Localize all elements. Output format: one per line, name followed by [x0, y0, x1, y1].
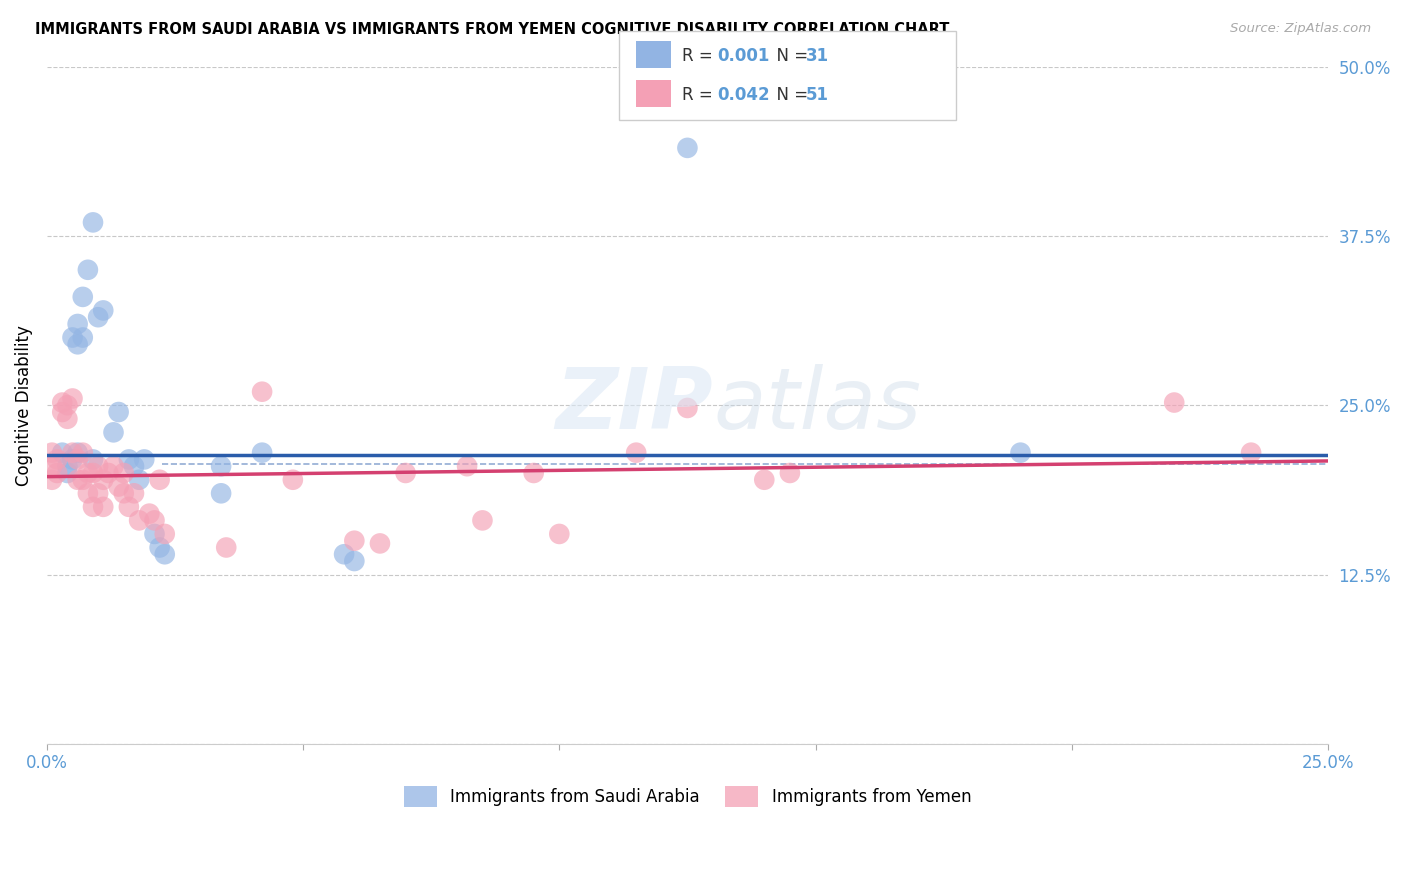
Point [77, 486, 100, 500]
Point [112, 466, 135, 480]
Point [82, 452, 104, 467]
Point [82, 215, 104, 229]
Point [66, 473, 89, 487]
Text: R =: R = [682, 47, 718, 65]
Point [1163, 395, 1185, 409]
Point [153, 547, 176, 561]
Point [66, 337, 89, 351]
Point [72, 330, 94, 344]
Text: 0.001: 0.001 [717, 47, 769, 65]
Point [138, 507, 160, 521]
Point [128, 513, 150, 527]
Text: Source: ZipAtlas.com: Source: ZipAtlas.com [1230, 22, 1371, 36]
Point [41, 459, 63, 474]
Point [107, 405, 129, 419]
Point [66, 445, 89, 459]
Point [82, 466, 104, 480]
Point [128, 473, 150, 487]
Point [143, 513, 166, 527]
Point [62, 445, 84, 459]
Text: 51: 51 [806, 87, 828, 104]
Point [250, 445, 273, 459]
Point [91, 500, 114, 514]
Point [56, 466, 79, 480]
Point [548, 527, 571, 541]
Point [281, 473, 304, 487]
Point [103, 425, 125, 440]
Point [209, 459, 232, 474]
Text: N =: N = [766, 47, 814, 65]
Point [523, 466, 546, 480]
Point [66, 317, 89, 331]
Point [77, 262, 100, 277]
Point [46, 466, 69, 480]
Point [87, 310, 110, 325]
Point [72, 290, 94, 304]
Point [394, 466, 416, 480]
Text: R =: R = [682, 87, 718, 104]
Point [118, 452, 141, 467]
Point [51, 405, 73, 419]
Text: 0.042: 0.042 [717, 87, 769, 104]
Point [91, 473, 114, 487]
Point [51, 395, 73, 409]
Text: ZIP: ZIP [555, 364, 713, 447]
Text: atlas: atlas [713, 364, 921, 447]
Point [46, 452, 69, 467]
Point [51, 445, 73, 459]
Point [107, 479, 129, 493]
Point [134, 452, 156, 467]
Text: 31: 31 [806, 47, 828, 65]
Point [153, 527, 176, 541]
Point [62, 392, 84, 406]
Point [97, 466, 120, 480]
Point [62, 452, 84, 467]
Text: N =: N = [766, 87, 814, 104]
Point [149, 473, 172, 487]
Point [72, 473, 94, 487]
Y-axis label: Cognitive Disability: Cognitive Disability [15, 325, 32, 485]
Point [66, 452, 89, 467]
Point [250, 384, 273, 399]
Point [91, 303, 114, 318]
Point [82, 500, 104, 514]
Point [456, 459, 478, 474]
Text: IMMIGRANTS FROM SAUDI ARABIA VS IMMIGRANTS FROM YEMEN COGNITIVE DISABILITY CORRE: IMMIGRANTS FROM SAUDI ARABIA VS IMMIGRAN… [35, 22, 949, 37]
Point [103, 459, 125, 474]
Point [122, 459, 145, 474]
Point [56, 412, 79, 426]
Point [333, 547, 356, 561]
Point [624, 445, 647, 459]
Point [676, 401, 699, 415]
Point [112, 486, 135, 500]
Point [87, 486, 110, 500]
Point [215, 541, 238, 555]
Point [87, 459, 110, 474]
Point [343, 554, 366, 568]
Point [62, 330, 84, 344]
Point [149, 541, 172, 555]
Point [56, 398, 79, 412]
Point [676, 141, 699, 155]
Point [122, 486, 145, 500]
Point [77, 466, 100, 480]
Point [1010, 445, 1032, 459]
Point [368, 536, 391, 550]
Legend: Immigrants from Saudi Arabia, Immigrants from Yemen: Immigrants from Saudi Arabia, Immigrants… [396, 780, 979, 814]
Point [754, 473, 776, 487]
Point [118, 500, 141, 514]
Point [72, 445, 94, 459]
Point [41, 445, 63, 459]
Point [56, 459, 79, 474]
Point [1240, 445, 1263, 459]
Point [343, 533, 366, 548]
Point [471, 513, 494, 527]
Point [41, 473, 63, 487]
Point [209, 486, 232, 500]
Point [143, 527, 166, 541]
Point [779, 466, 801, 480]
